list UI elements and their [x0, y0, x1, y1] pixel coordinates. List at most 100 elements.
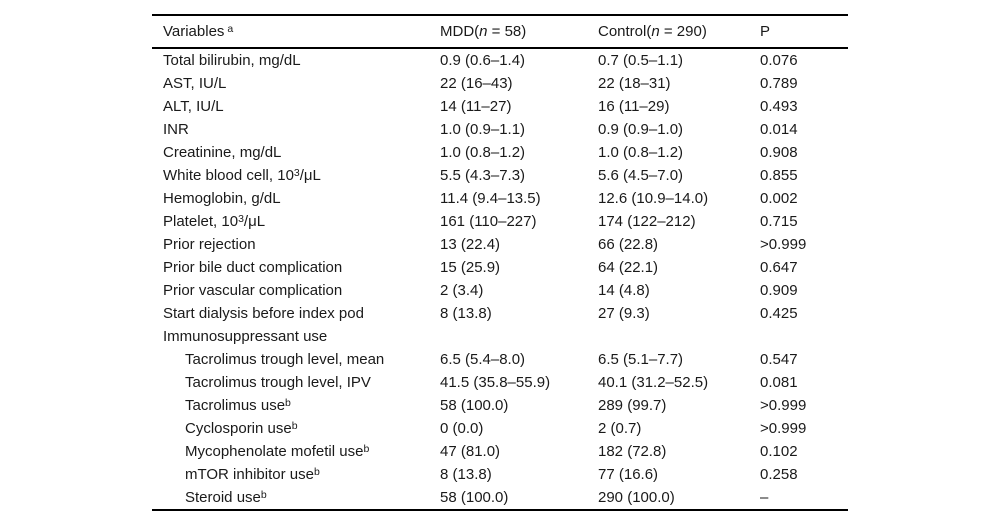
p-value-cell: 0.081 — [760, 374, 798, 391]
p-value-cell: 0.002 — [760, 190, 798, 207]
p-value-cell: 0.715 — [760, 213, 798, 230]
mdd-value-cell: 2 (3.4) — [440, 282, 484, 299]
row-label: Tacrolimus use — [185, 397, 286, 414]
row-label-cell: Creatinine, mg/dL — [152, 141, 440, 164]
mdd-value-cell: 1.0 (0.8–1.2) — [440, 144, 526, 161]
mdd-value-cell: 161 (110–227) — [440, 213, 537, 230]
row-label: Immunosuppressant use — [163, 328, 328, 345]
mdd-value-cell: 13 (22.4) — [440, 236, 501, 253]
table-row: Start dialysis before index pod 8 (13.8)… — [152, 302, 848, 325]
table-row: Tacrolimus trough level, IPV 41.5 (35.8–… — [152, 371, 848, 394]
p-value-cell: 0.076 — [760, 52, 798, 69]
mdd-value-cell: 58 (100.0) — [440, 489, 509, 506]
control-value-cell: 0.9 (0.9–1.0) — [598, 121, 684, 138]
row-footnote-marker: b — [285, 396, 291, 409]
mdd-value-cell: 6.5 (5.4–8.0) — [440, 351, 526, 368]
control-value-cell: 14 (4.8) — [598, 282, 650, 299]
row-footnote-marker: 3 — [238, 212, 244, 225]
control-n-symbol: n — [651, 23, 660, 40]
row-label: Tacrolimus trough level, IPV — [185, 374, 371, 391]
table-row: Steroid useb 58 (100.0) 290 (100.0) – — [152, 486, 848, 510]
row-label-cell: Platelet, 103/μL — [152, 210, 440, 233]
p-value-cell: >0.999 — [760, 236, 807, 253]
p-value-cell: >0.999 — [760, 420, 807, 437]
row-footnote-marker: b — [313, 465, 320, 478]
table-row: INR 1.0 (0.9–1.1) 0.9 (0.9–1.0) 0.014 — [152, 118, 848, 141]
header-row: Variables a MDD(n = 58) Control(n = 290) … — [152, 15, 848, 49]
row-label-cell: Tacrolimus trough level, IPV — [152, 371, 440, 394]
row-label: White blood cell, 10 — [163, 167, 294, 184]
control-label-suffix: = 290) — [659, 23, 707, 40]
p-value-cell: 0.014 — [760, 121, 798, 138]
row-label: Tacrolimus trough level, mean — [185, 351, 385, 368]
control-value-cell: 16 (11–29) — [598, 98, 670, 115]
row-label: ALT, IU/L — [163, 98, 224, 115]
row-label: Prior rejection — [163, 236, 256, 253]
p-value-cell: 0.855 — [760, 167, 798, 184]
mdd-value-cell — [440, 325, 598, 348]
mdd-label-prefix: MDD( — [440, 23, 480, 40]
row-label-rest: /μL — [299, 167, 321, 184]
row-label: Hemoglobin, g/dL — [163, 190, 281, 207]
mdd-value-cell: 5.5 (4.3–7.3) — [440, 167, 526, 184]
table-body: Total bilirubin, mg/dL 0.9 (0.6–1.4) 0.7… — [152, 48, 848, 510]
row-footnote-marker: 3 — [293, 166, 300, 179]
table-row: Creatinine, mg/dL 1.0 (0.8–1.2) 1.0 (0.8… — [152, 141, 848, 164]
p-value-cell: >0.999 — [760, 397, 807, 414]
row-label: Creatinine, mg/dL — [163, 144, 282, 161]
comparison-table: Variables a MDD(n = 58) Control(n = 290) … — [152, 14, 848, 511]
mdd-n-symbol: n — [479, 23, 488, 40]
table-header: Variables a MDD(n = 58) Control(n = 290) … — [152, 15, 848, 49]
control-value-cell: 289 (99.7) — [598, 397, 667, 414]
row-label-cell: Prior vascular complication — [152, 279, 440, 302]
column-header-p: P — [760, 15, 848, 49]
p-value-cell: 0.258 — [760, 466, 798, 483]
p-value-cell — [760, 325, 848, 348]
mdd-value-cell: 0 (0.0) — [440, 420, 484, 437]
row-label-cell: ALT, IU/L — [152, 95, 440, 118]
column-header-variables: Variables a — [152, 15, 440, 49]
row-label-cell: AST, IU/L — [152, 72, 440, 95]
row-footnote-marker: b — [291, 419, 298, 432]
control-value-cell: 182 (72.8) — [598, 443, 667, 460]
table-row: ALT, IU/L 14 (11–27) 16 (11–29) 0.493 — [152, 95, 848, 118]
table-row: Cyclosporin useb 0 (0.0) 2 (0.7) >0.999 — [152, 417, 848, 440]
table-row: Total bilirubin, mg/dL 0.9 (0.6–1.4) 0.7… — [152, 48, 848, 72]
table-row: mTOR inhibitor useb 8 (13.8) 77 (16.6) 0… — [152, 463, 848, 486]
row-label-rest: /μL — [243, 213, 266, 230]
mdd-value-cell: 15 (25.9) — [440, 259, 501, 276]
row-label-cell: mTOR inhibitor useb — [152, 463, 440, 486]
p-value-cell: 0.102 — [760, 443, 798, 460]
row-label: Total bilirubin, mg/dL — [163, 52, 301, 69]
table-row: Tacrolimus trough level, mean 6.5 (5.4–8… — [152, 348, 848, 371]
control-value-cell: 66 (22.8) — [598, 236, 659, 253]
variables-label: Variables — [163, 23, 225, 40]
row-label-cell: Total bilirubin, mg/dL — [152, 48, 440, 72]
p-value-cell: – — [760, 489, 769, 506]
p-value-cell: 0.493 — [760, 98, 798, 115]
column-header-mdd: MDD(n = 58) — [440, 15, 598, 49]
row-label-cell: Steroid useb — [152, 486, 440, 510]
control-label-prefix: Control( — [598, 23, 652, 40]
row-label-cell: Prior rejection — [152, 233, 440, 256]
row-label: Prior bile duct complication — [163, 259, 343, 276]
control-value-cell: 5.6 (4.5–7.0) — [598, 167, 684, 184]
table-row: Prior bile duct complication 15 (25.9) 6… — [152, 256, 848, 279]
row-label: Steroid use — [185, 489, 261, 506]
mdd-value-cell: 8 (13.8) — [440, 466, 492, 483]
p-value-cell: 0.909 — [760, 282, 798, 299]
row-footnote-marker: b — [363, 442, 370, 455]
control-value-cell: 290 (100.0) — [598, 489, 675, 506]
mdd-value-cell: 41.5 (35.8–55.9) — [440, 374, 551, 391]
row-label-cell: Start dialysis before index pod — [152, 302, 440, 325]
row-label-cell: Immunosuppressant use — [152, 325, 440, 348]
p-value-cell: 0.647 — [760, 259, 798, 276]
row-label: mTOR inhibitor use — [185, 466, 314, 483]
table-row: AST, IU/L 22 (16–43) 22 (18–31) 0.789 — [152, 72, 848, 95]
control-value-cell: 174 (122–212) — [598, 213, 696, 230]
row-label: Cyclosporin use — [185, 420, 292, 437]
control-value-cell: 22 (18–31) — [598, 75, 671, 92]
column-header-control: Control(n = 290) — [598, 15, 760, 49]
control-value-cell: 64 (22.1) — [598, 259, 659, 276]
mdd-value-cell: 8 (13.8) — [440, 305, 492, 322]
